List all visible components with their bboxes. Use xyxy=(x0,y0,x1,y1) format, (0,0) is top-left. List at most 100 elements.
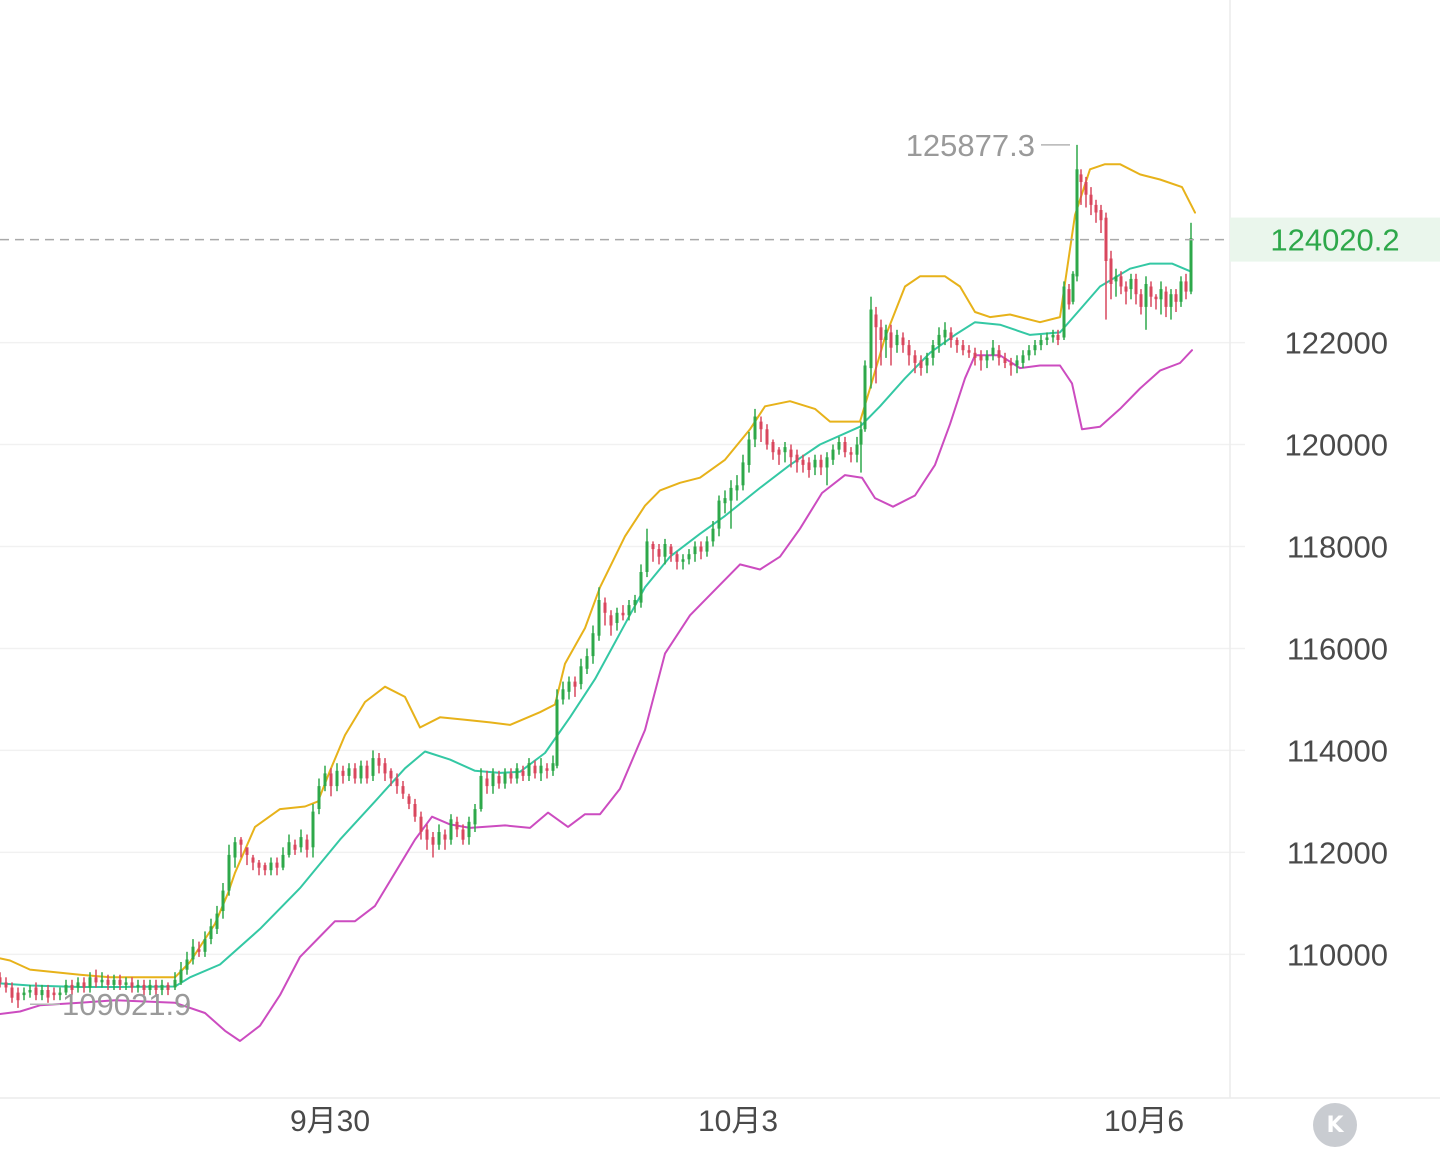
candle-body xyxy=(843,442,847,453)
candle xyxy=(503,768,507,789)
candle xyxy=(699,541,703,560)
candle xyxy=(449,814,453,845)
candle-body xyxy=(16,992,20,1001)
candle xyxy=(335,763,339,792)
k-logo-button[interactable]: K xyxy=(1313,1103,1357,1147)
candle-body xyxy=(901,337,905,346)
candle-body xyxy=(1021,355,1025,363)
candle-body xyxy=(257,862,261,868)
candle xyxy=(879,319,883,366)
y-tick-label: 116000 xyxy=(1287,631,1388,666)
candle xyxy=(58,987,62,1001)
candle-body xyxy=(28,990,32,993)
candle-body xyxy=(1015,360,1019,366)
x-axis-labels: 9月30 10月3 10月6 xyxy=(290,1105,1184,1138)
candle-body xyxy=(1134,278,1138,295)
candle xyxy=(377,753,381,774)
candle-body xyxy=(46,990,50,998)
candle xyxy=(64,979,68,996)
candle xyxy=(633,594,637,613)
candle xyxy=(675,551,679,570)
candle-body xyxy=(341,770,345,776)
candle xyxy=(801,454,805,473)
candle-body xyxy=(275,862,279,868)
candle xyxy=(795,449,799,473)
candle xyxy=(1174,289,1178,312)
y-tick-label: 114000 xyxy=(1287,733,1388,768)
candle xyxy=(937,327,941,353)
candle xyxy=(603,597,607,626)
candle-body xyxy=(961,345,965,351)
candle-body xyxy=(869,309,873,369)
candle-body xyxy=(753,416,757,440)
candle-body xyxy=(461,829,465,840)
candle xyxy=(711,521,715,547)
candle-body xyxy=(311,811,315,848)
candle xyxy=(383,758,387,781)
candle xyxy=(717,495,721,537)
candle xyxy=(849,447,853,463)
candle xyxy=(299,829,303,853)
candle-body xyxy=(1174,294,1178,302)
candle-body xyxy=(389,770,393,779)
candle-body xyxy=(937,334,941,346)
candle-body xyxy=(1027,350,1031,356)
y-tick-label: 118000 xyxy=(1287,530,1388,565)
candle-body xyxy=(615,612,619,623)
candle-body xyxy=(1164,291,1168,307)
candle-body xyxy=(269,862,273,871)
candle-body xyxy=(859,429,863,445)
candle xyxy=(401,781,405,799)
candle xyxy=(148,979,152,996)
candle-body xyxy=(70,984,74,990)
candle-body xyxy=(4,982,8,988)
bollinger-bands xyxy=(0,163,1196,1042)
candle-body xyxy=(597,600,601,636)
current-price-tag xyxy=(1230,217,1440,262)
candle xyxy=(461,824,465,845)
candle xyxy=(371,750,375,781)
candle xyxy=(485,770,489,794)
candle-body xyxy=(293,844,297,850)
y-tick-label: 110000 xyxy=(1287,937,1388,972)
candle xyxy=(160,979,164,996)
candle-body xyxy=(1169,294,1173,307)
candle-body xyxy=(112,979,116,985)
candle-body xyxy=(879,327,883,340)
candle-body xyxy=(503,773,507,784)
candle xyxy=(353,763,357,784)
candle xyxy=(311,804,315,858)
candle xyxy=(651,541,655,562)
candle xyxy=(925,352,929,374)
candle-body xyxy=(645,541,649,572)
candle-body xyxy=(863,365,867,430)
candle-body xyxy=(371,758,375,776)
candle-body xyxy=(527,763,531,776)
candle-body xyxy=(58,992,62,996)
candle-body xyxy=(305,839,309,850)
candle-body xyxy=(777,449,781,455)
candle xyxy=(884,324,888,358)
candle xyxy=(233,837,237,868)
candle-body xyxy=(124,982,128,985)
candle xyxy=(1009,357,1013,376)
candle-body xyxy=(669,546,673,555)
candles xyxy=(0,144,1193,1008)
candle-body xyxy=(657,549,661,557)
candle-body xyxy=(383,763,387,774)
candle-body xyxy=(263,865,267,871)
candle-body xyxy=(166,984,170,990)
candle-body xyxy=(1084,182,1088,195)
candle-body xyxy=(1094,204,1098,213)
candle xyxy=(425,824,429,850)
candle-body xyxy=(889,332,893,348)
candle xyxy=(869,296,873,389)
candle xyxy=(124,977,128,990)
candle-body xyxy=(160,984,164,990)
candle xyxy=(663,538,667,565)
candle-body xyxy=(997,350,1001,358)
candle-body xyxy=(819,459,823,468)
candle-body xyxy=(233,842,237,858)
candle-body xyxy=(555,699,559,766)
candle xyxy=(573,676,577,697)
